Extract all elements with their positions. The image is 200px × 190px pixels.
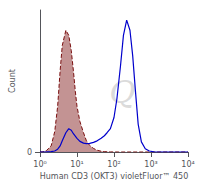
svg-text:Q: Q bbox=[109, 73, 135, 111]
svg-text:10³: 10³ bbox=[144, 160, 157, 169]
svg-text:Human CD3 (OKT3) violetFluor™: Human CD3 (OKT3) violetFluor™ 450 bbox=[40, 172, 188, 181]
svg-text:10²: 10² bbox=[107, 160, 120, 169]
svg-text:0: 0 bbox=[27, 148, 32, 157]
svg-text:Count: Count bbox=[8, 69, 17, 93]
svg-text:10⁴: 10⁴ bbox=[181, 160, 194, 169]
svg-text:10⁰: 10⁰ bbox=[33, 160, 46, 169]
svg-text:10¹: 10¹ bbox=[70, 160, 83, 169]
